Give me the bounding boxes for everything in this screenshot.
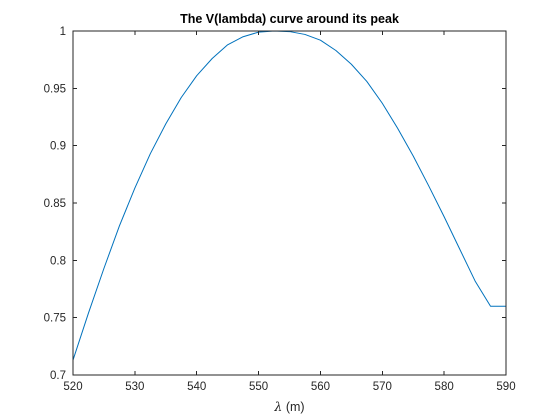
x-tick-label: 540 [187, 381, 206, 393]
x-tick-label: 530 [125, 381, 144, 393]
series-layer [72, 30, 506, 361]
x-tick-label: 560 [311, 381, 330, 393]
x-axis-label-unit: (m) [282, 400, 304, 414]
y-tick-label: 0.7 [50, 370, 66, 382]
ticks-layer: 520 530 540 550 560 570 580 590 0.7 0.75 0.8 0.85 0.… [44, 26, 516, 393]
y-tick-label: 0.9 [50, 141, 66, 153]
y-tick-label: 0.95 [44, 83, 66, 95]
plot-area [73, 31, 506, 375]
chart-title: The V(lambda) curve around its peak [180, 12, 399, 26]
y-tick-label: 0.75 [44, 313, 66, 325]
x-axis-label-symbol: λ [273, 399, 282, 414]
series-line-0 [72, 30, 506, 361]
y-tick-label: 0.85 [44, 198, 66, 210]
x-tick-label: 550 [249, 381, 268, 393]
y-tick-label: 1 [60, 26, 66, 38]
x-tick-label: 570 [373, 381, 392, 393]
x-tick-label: 590 [496, 381, 515, 393]
x-tick-label: 580 [435, 381, 454, 393]
x-axis-label: λ (m) [273, 399, 304, 414]
x-tick-label: 520 [63, 381, 82, 393]
y-tick-label: 0.8 [50, 255, 66, 267]
